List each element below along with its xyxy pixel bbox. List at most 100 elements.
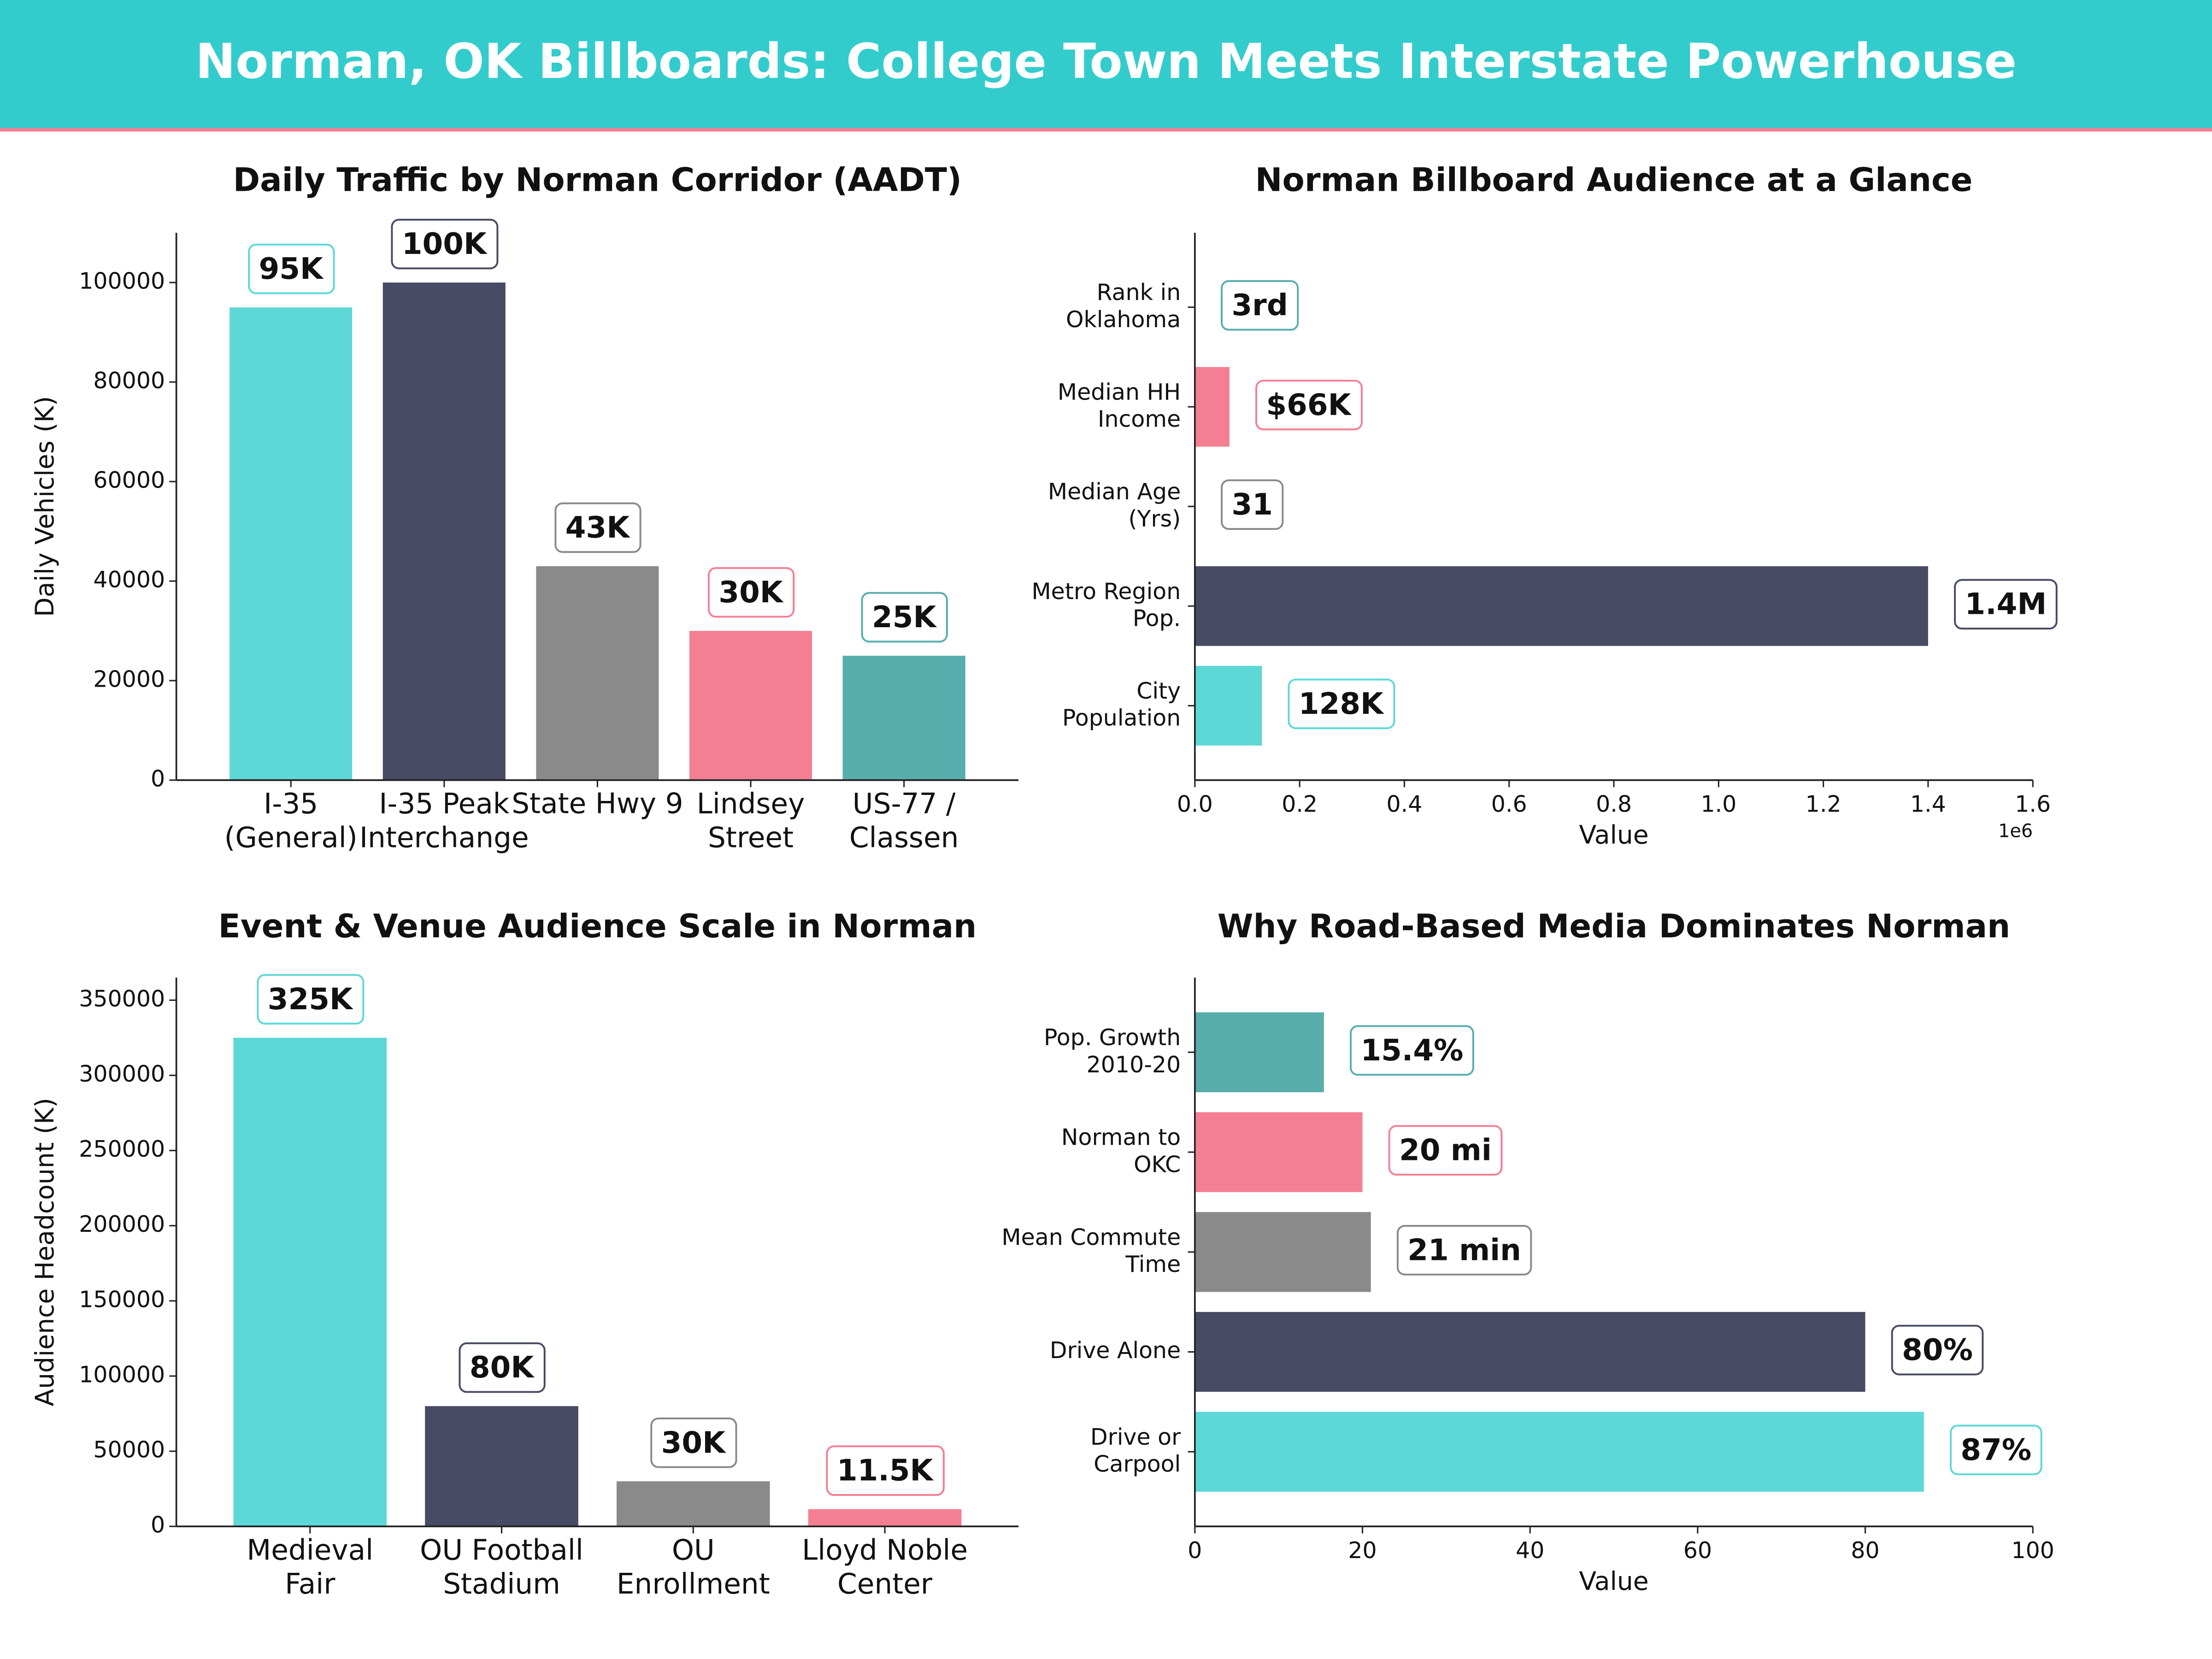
y-tick-label: 50000	[93, 1437, 165, 1463]
value-label-box	[554, 502, 641, 553]
chart-title: Why Road-Based Media Dominates Norman	[1218, 907, 2010, 945]
y-tick-label: 20000	[93, 666, 165, 692]
bar	[1194, 1212, 1371, 1292]
value-label: 30K	[661, 1425, 726, 1460]
x-tick-label: 100	[2011, 1537, 2054, 1564]
value-label: 80K	[470, 1350, 535, 1385]
x-axis-label: Value	[1579, 1566, 1648, 1596]
x-tick-label: Lloyd Noble Center	[802, 1534, 968, 1600]
header-band	[0, 0, 2212, 129]
x-tick-label: 1.4	[1910, 791, 1946, 817]
x-tick-label: 0.8	[1596, 791, 1632, 817]
value-label-box	[708, 567, 795, 618]
x-tick-label: 0.2	[1282, 791, 1318, 817]
x-tick-label: 80	[1851, 1537, 1879, 1564]
bar	[1194, 367, 1230, 447]
y-tick-label: 0	[151, 1512, 165, 1538]
x-tick-label: I-35 Peak Interchange	[359, 788, 529, 854]
value-label: 87%	[1960, 1433, 2031, 1467]
y-tick-label: 40000	[93, 566, 165, 593]
bar	[808, 1509, 962, 1527]
value-label-box	[459, 1342, 546, 1393]
bar	[842, 655, 965, 780]
bar	[536, 566, 659, 780]
x-tick-label: OU Football Stadium	[420, 1534, 583, 1600]
value-label: 25K	[872, 600, 937, 635]
bar	[425, 1406, 578, 1527]
x-tick-label: Lindsey Street	[697, 788, 805, 854]
value-label: 325K	[268, 982, 353, 1017]
y-tick-label: 150000	[79, 1286, 165, 1312]
value-label-box	[861, 592, 948, 643]
value-label: 31	[1231, 488, 1272, 522]
y-tick-label: Rank in Oklahoma	[1066, 279, 1181, 333]
x-tick-label: 40	[1516, 1537, 1544, 1564]
y-tick-label: Mean Commute Time	[1001, 1224, 1181, 1277]
value-label-box	[1350, 1025, 1474, 1076]
y-tick-label: 350000	[79, 986, 165, 1012]
x-tick-label: I-35 (General)	[224, 788, 358, 854]
x-tick-label: 0	[1188, 1537, 1202, 1564]
y-tick-label: City Population	[1062, 677, 1181, 731]
value-label: 80%	[1902, 1333, 1973, 1367]
bar	[1194, 665, 1262, 746]
x-tick-label: 1.6	[2015, 791, 2051, 817]
x-tick-label: OU Enrollment	[617, 1534, 770, 1600]
x-tick-label: 1.0	[1700, 791, 1736, 817]
chart-title: Event & Venue Audience Scale in Norman	[218, 907, 977, 945]
bar	[1194, 1012, 1324, 1093]
y-tick-label: 80000	[93, 368, 165, 394]
value-label: 20 mi	[1399, 1133, 1492, 1168]
value-label-box	[1255, 380, 1363, 430]
y-tick-label: 0	[151, 765, 165, 792]
value-label-box	[1950, 1424, 2042, 1476]
value-label-box	[1288, 678, 1395, 729]
value-label-box	[1221, 280, 1299, 331]
y-tick-label: Metro Region Pop.	[1031, 578, 1181, 631]
value-label: 1.4M	[1965, 587, 2047, 622]
page-title: Norman, OK Billboards: College Town Meet…	[195, 33, 2017, 89]
bar	[233, 1037, 387, 1527]
value-label-box	[1891, 1324, 1984, 1376]
x-tick-label: 1.2	[1806, 791, 1841, 817]
x-tick-label: 60	[1683, 1537, 1712, 1564]
bar	[689, 630, 812, 780]
y-tick-label: 250000	[79, 1136, 165, 1162]
y-axis-label: Daily Vehicles (K)	[30, 396, 59, 617]
x-tick-label: 0.0	[1177, 791, 1213, 817]
chart-title: Daily Traffic by Norman Corridor (AADT)	[233, 161, 962, 199]
value-label: 30K	[718, 575, 783, 610]
bar	[382, 282, 506, 780]
y-tick-label: 300000	[79, 1061, 165, 1087]
value-label: 15.4%	[1360, 1033, 1463, 1068]
bar	[1194, 1412, 1924, 1492]
value-label: 3rd	[1231, 288, 1288, 323]
x-tick-label: 20	[1348, 1537, 1377, 1564]
x-tick-label: 0.4	[1387, 791, 1423, 817]
y-tick-label: Drive Alone	[1050, 1337, 1181, 1364]
bar	[1194, 566, 1928, 646]
value-label-box	[248, 243, 335, 294]
y-tick-label: Pop. Growth 2010-20	[1044, 1024, 1181, 1077]
y-tick-label: Median Age (Yrs)	[1048, 478, 1181, 532]
value-label-box	[257, 974, 365, 1025]
x-offset-label: 1e6	[1998, 821, 2033, 842]
value-label: 95K	[259, 252, 324, 286]
chart-title: Norman Billboard Audience at a Glance	[1255, 161, 1973, 199]
y-tick-label: 60000	[93, 467, 165, 493]
value-label: 100K	[402, 227, 488, 261]
value-label: 43K	[565, 511, 630, 545]
x-axis-label: Value	[1579, 820, 1648, 849]
y-tick-label: 100000	[79, 1361, 165, 1388]
bar	[1194, 1312, 1865, 1392]
value-label: 21 min	[1407, 1233, 1521, 1267]
value-label-box	[1221, 479, 1284, 530]
x-tick-label: Medieval Fair	[247, 1534, 373, 1600]
value-label-box	[391, 218, 499, 270]
bar	[617, 1481, 770, 1527]
y-tick-label: Norman to OKC	[1061, 1124, 1181, 1177]
value-label-box	[1396, 1225, 1532, 1276]
y-tick-label: Median HH Income	[1058, 379, 1181, 432]
value-label: 128K	[1299, 687, 1384, 721]
